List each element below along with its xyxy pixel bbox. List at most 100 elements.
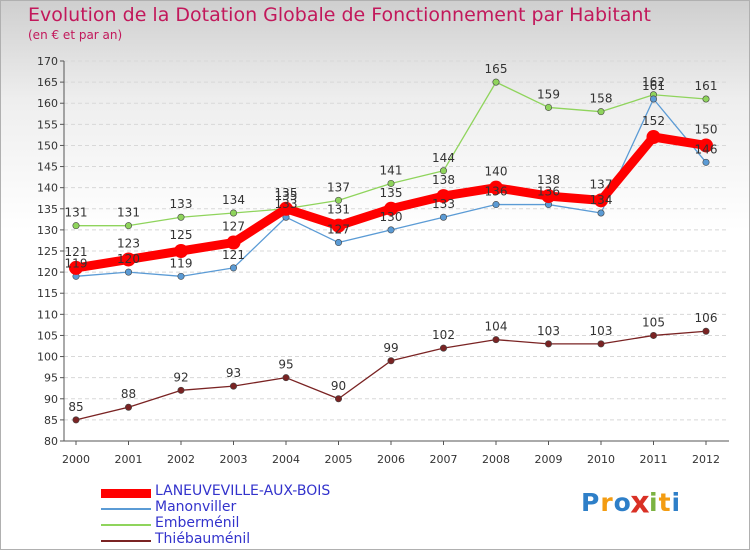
- data-label: 135: [275, 189, 298, 203]
- data-label: 85: [68, 400, 83, 414]
- data-label: 150: [695, 122, 718, 136]
- data-label: 152: [642, 114, 665, 128]
- data-point: [492, 78, 500, 86]
- data-point: [72, 222, 80, 230]
- data-label: 161: [642, 79, 665, 93]
- data-point: [331, 218, 346, 233]
- data-label: 134: [590, 193, 613, 207]
- data-point: [492, 336, 500, 344]
- chart-subtitle: (en € et par an): [28, 28, 123, 42]
- legend-swatch: [101, 508, 151, 510]
- logo-letter: i: [649, 488, 659, 517]
- chart-title: Evolution de la Dotation Globale de Fonc…: [28, 4, 651, 26]
- x-tick-label: 2009: [535, 453, 563, 466]
- data-label: 90: [331, 379, 346, 393]
- data-point: [334, 196, 342, 204]
- data-label: 131: [117, 206, 140, 220]
- data-label: 105: [642, 315, 665, 329]
- data-label: 140: [485, 165, 508, 179]
- data-point: [334, 395, 342, 403]
- data-point: [125, 268, 133, 276]
- data-label: 121: [65, 245, 88, 259]
- data-point: [279, 201, 293, 216]
- data-label: 125: [170, 228, 193, 242]
- x-tick-label: 2012: [692, 453, 720, 466]
- data-point: [125, 222, 133, 230]
- data-point: [597, 340, 605, 348]
- y-tick-label: 115: [37, 287, 58, 300]
- logo-letter: r: [600, 488, 614, 517]
- data-label: 103: [590, 324, 613, 338]
- data-point: [282, 374, 290, 382]
- data-label: 158: [590, 92, 613, 106]
- series-2: [72, 78, 710, 230]
- data-label: 127: [222, 220, 245, 234]
- series-layer: [69, 78, 713, 424]
- y-tick-label: 80: [44, 435, 58, 448]
- logo-letter: P: [581, 488, 601, 517]
- x-tick-label: 2010: [587, 453, 615, 466]
- x-tick-label: 2007: [430, 453, 458, 466]
- x-tick-label: 2002: [167, 453, 195, 466]
- y-tick-label: 125: [37, 245, 58, 258]
- data-point: [121, 252, 136, 267]
- data-label: 133: [170, 197, 193, 211]
- data-label: 141: [380, 163, 403, 177]
- x-tick-label: 2004: [272, 453, 300, 466]
- data-point: [439, 344, 447, 352]
- data-point: [125, 403, 133, 411]
- x-tick-label: 2001: [115, 453, 143, 466]
- logo-letter: x: [630, 485, 651, 520]
- data-label: 102: [432, 328, 455, 342]
- axes: 80 85 90 95 100 105 110 115 120 125 130 135 140 145 15…: [37, 55, 729, 466]
- x-tick-label: 2005: [325, 453, 353, 466]
- data-point: [387, 226, 395, 234]
- data-label: 138: [537, 173, 560, 187]
- data-label: 127: [327, 223, 350, 237]
- data-label: 133: [275, 197, 298, 211]
- x-tick-label: 2008: [482, 453, 510, 466]
- data-label: 131: [65, 206, 88, 220]
- data-point: [174, 244, 188, 258]
- data-point: [597, 108, 605, 116]
- data-label: 106: [695, 311, 718, 325]
- series-1: [72, 95, 710, 280]
- data-point: [177, 272, 185, 280]
- x-tick-label: 2011: [640, 453, 668, 466]
- y-tick-label: 135: [37, 203, 58, 216]
- data-label: 99: [383, 341, 398, 355]
- data-point: [387, 179, 395, 187]
- series-3: [72, 327, 710, 424]
- data-point: [177, 386, 185, 394]
- data-point: [69, 260, 83, 275]
- y-tick-label: 95: [44, 372, 58, 385]
- y-tick-label: 145: [37, 161, 58, 174]
- y-tick-label: 150: [37, 139, 58, 152]
- data-label: 137: [590, 177, 613, 191]
- legend-swatch: [101, 524, 151, 526]
- logo-letter: t: [658, 488, 672, 517]
- data-point: [702, 95, 710, 103]
- data-point: [702, 327, 710, 335]
- x-tick-label: 2006: [377, 453, 405, 466]
- legend-label: Thiébauménil: [155, 531, 251, 547]
- y-tick-label: 170: [37, 55, 58, 68]
- data-label: 144: [432, 151, 455, 165]
- y-tick-label: 105: [37, 329, 58, 342]
- data-point: [699, 138, 713, 153]
- data-label: 137: [327, 180, 350, 194]
- data-label: 130: [380, 210, 403, 224]
- y-tick-label: 120: [37, 266, 58, 279]
- y-tick-label: 100: [37, 351, 58, 364]
- y-tick-label: 90: [44, 393, 58, 406]
- data-point: [387, 357, 395, 365]
- data-label: 136: [537, 185, 560, 199]
- logo-letter: o: [613, 488, 632, 517]
- data-point: [541, 189, 556, 204]
- data-point: [439, 213, 447, 221]
- y-tick-label: 165: [37, 76, 58, 89]
- data-label: 136: [485, 185, 508, 199]
- data-point: [230, 382, 238, 390]
